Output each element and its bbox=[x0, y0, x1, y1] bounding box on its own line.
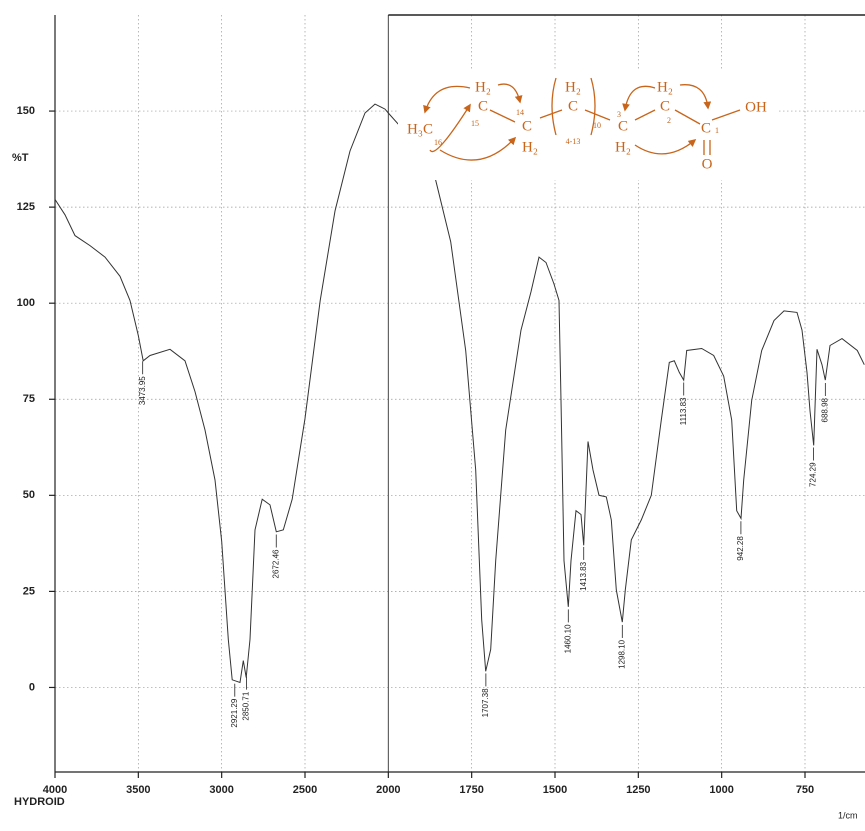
atom-number: 3 bbox=[617, 110, 621, 119]
sample-label: HYDROID bbox=[14, 796, 65, 808]
arrow bbox=[429, 103, 471, 153]
spectrum-line bbox=[54, 103, 865, 684]
x-tick-label: 1750 bbox=[459, 784, 483, 796]
peak-label: 1460.10 bbox=[563, 624, 572, 653]
arrow bbox=[634, 139, 697, 155]
x-tick-label: 3000 bbox=[209, 784, 233, 796]
atom: H₂ bbox=[475, 79, 491, 95]
atom-number: 4-13 bbox=[566, 137, 581, 146]
atom: C bbox=[522, 118, 532, 134]
peak-label: 942.28 bbox=[736, 536, 745, 561]
x-tick-label: 3500 bbox=[126, 784, 150, 796]
atom: C bbox=[478, 98, 488, 114]
structure-inset: H₂ C H₃C 16 15 14 C H₂ H₂ C 4-13 10 3 C … bbox=[398, 70, 778, 180]
arrow bbox=[497, 83, 523, 104]
atom: H₂ bbox=[615, 139, 631, 155]
atom: C bbox=[618, 118, 628, 134]
atom: C bbox=[660, 98, 670, 114]
x-tick-label: 1500 bbox=[543, 784, 567, 796]
y-tick-label: 75 bbox=[23, 393, 35, 405]
atom: OH bbox=[745, 99, 767, 115]
x-tick-label: 1250 bbox=[626, 784, 650, 796]
peak-label: 2921.29 bbox=[230, 698, 239, 727]
x-unit-label: 1/cm bbox=[838, 810, 858, 820]
atom-number: 2 bbox=[667, 116, 671, 125]
atom: C bbox=[701, 120, 711, 136]
atom: C bbox=[568, 98, 578, 114]
atom: H₂ bbox=[522, 139, 538, 155]
atom-number: 10 bbox=[593, 121, 601, 130]
peak-label: 1113.83 bbox=[679, 397, 688, 425]
peak-label: 3473.95 bbox=[138, 376, 147, 405]
peak-label: 1707.38 bbox=[481, 688, 490, 717]
atom: H₂ bbox=[565, 79, 581, 95]
peak-label: 724.29 bbox=[809, 462, 818, 487]
arrow bbox=[679, 84, 712, 110]
x-tick-label: 2000 bbox=[376, 784, 400, 796]
parentheses bbox=[551, 77, 596, 136]
peak-label: 2672.46 bbox=[271, 549, 280, 578]
peak-label: 688.98 bbox=[820, 397, 829, 422]
atom-number: 15 bbox=[471, 119, 479, 128]
atom-number: 16 bbox=[434, 138, 442, 147]
atom-number: 14 bbox=[516, 108, 524, 117]
peak-label: 1298.10 bbox=[617, 639, 626, 668]
atom: H₂ bbox=[657, 79, 673, 95]
peak-label: 2850.71 bbox=[242, 691, 251, 720]
inset-background bbox=[398, 70, 778, 180]
arrow bbox=[423, 85, 471, 114]
arrow bbox=[622, 85, 656, 112]
y-tick-label: 0 bbox=[29, 681, 35, 693]
atom-number: 1 bbox=[715, 126, 719, 135]
x-tick-label: 2500 bbox=[293, 784, 317, 796]
y-tick-label: 50 bbox=[23, 489, 35, 501]
y-axis-label: %T bbox=[12, 152, 29, 164]
y-tick-label: 100 bbox=[17, 297, 35, 309]
x-tick-label: 1000 bbox=[709, 784, 733, 796]
y-tick-label: 150 bbox=[17, 105, 35, 117]
x-tick-label: 750 bbox=[796, 784, 814, 796]
y-tick-label: 25 bbox=[23, 585, 35, 597]
atom: H₃C bbox=[407, 121, 433, 137]
y-tick-label: 125 bbox=[17, 201, 35, 213]
atom: O bbox=[702, 156, 713, 172]
x-tick-label: 4000 bbox=[43, 784, 67, 796]
peak-label: 1413.83 bbox=[579, 561, 588, 590]
arrow bbox=[439, 136, 517, 161]
bonds bbox=[489, 109, 741, 155]
